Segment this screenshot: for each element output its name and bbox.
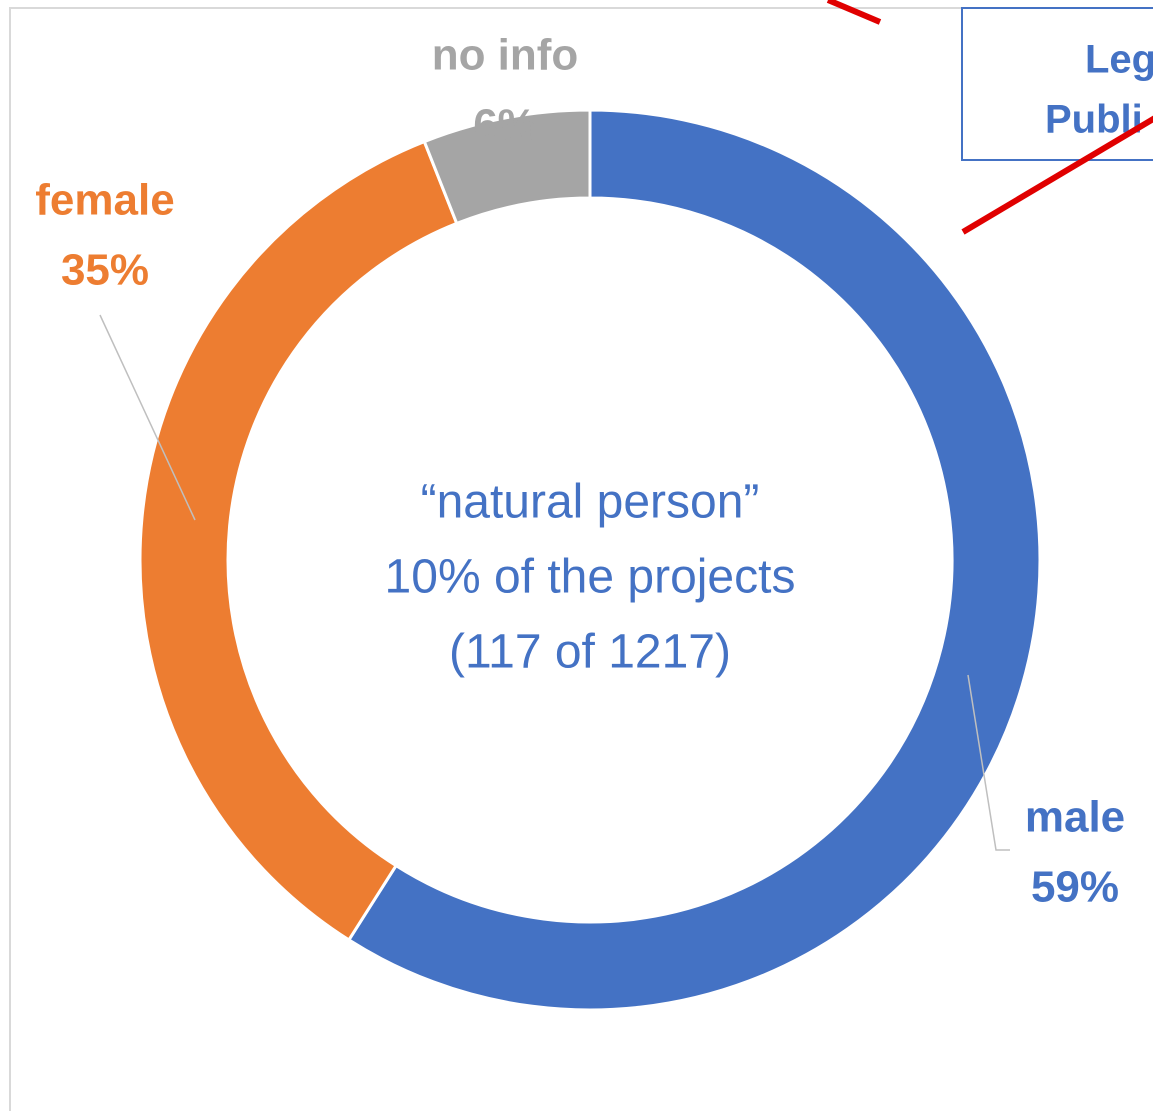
donut-slice (346, 108, 1042, 1012)
category-label: female (35, 176, 174, 225)
donut-slice (138, 139, 459, 943)
value-label: 59% (1031, 863, 1119, 912)
leader-line (99, 314, 196, 521)
category-label: male (1025, 793, 1125, 842)
chart-border (9, 7, 1153, 1111)
center-text: (117 of 1217) (449, 626, 731, 679)
donut-slice (422, 108, 592, 226)
value-label: 6% (473, 101, 537, 150)
box-text: Leg (1085, 38, 1153, 82)
cross-line (961, 115, 1153, 235)
leader-line (967, 674, 1010, 851)
value-label: 35% (61, 246, 149, 295)
center-text: 10% of the projects (385, 551, 796, 604)
cross-line (826, 0, 882, 25)
center-text: “natural person” (421, 476, 760, 529)
category-label: no info (432, 31, 579, 80)
